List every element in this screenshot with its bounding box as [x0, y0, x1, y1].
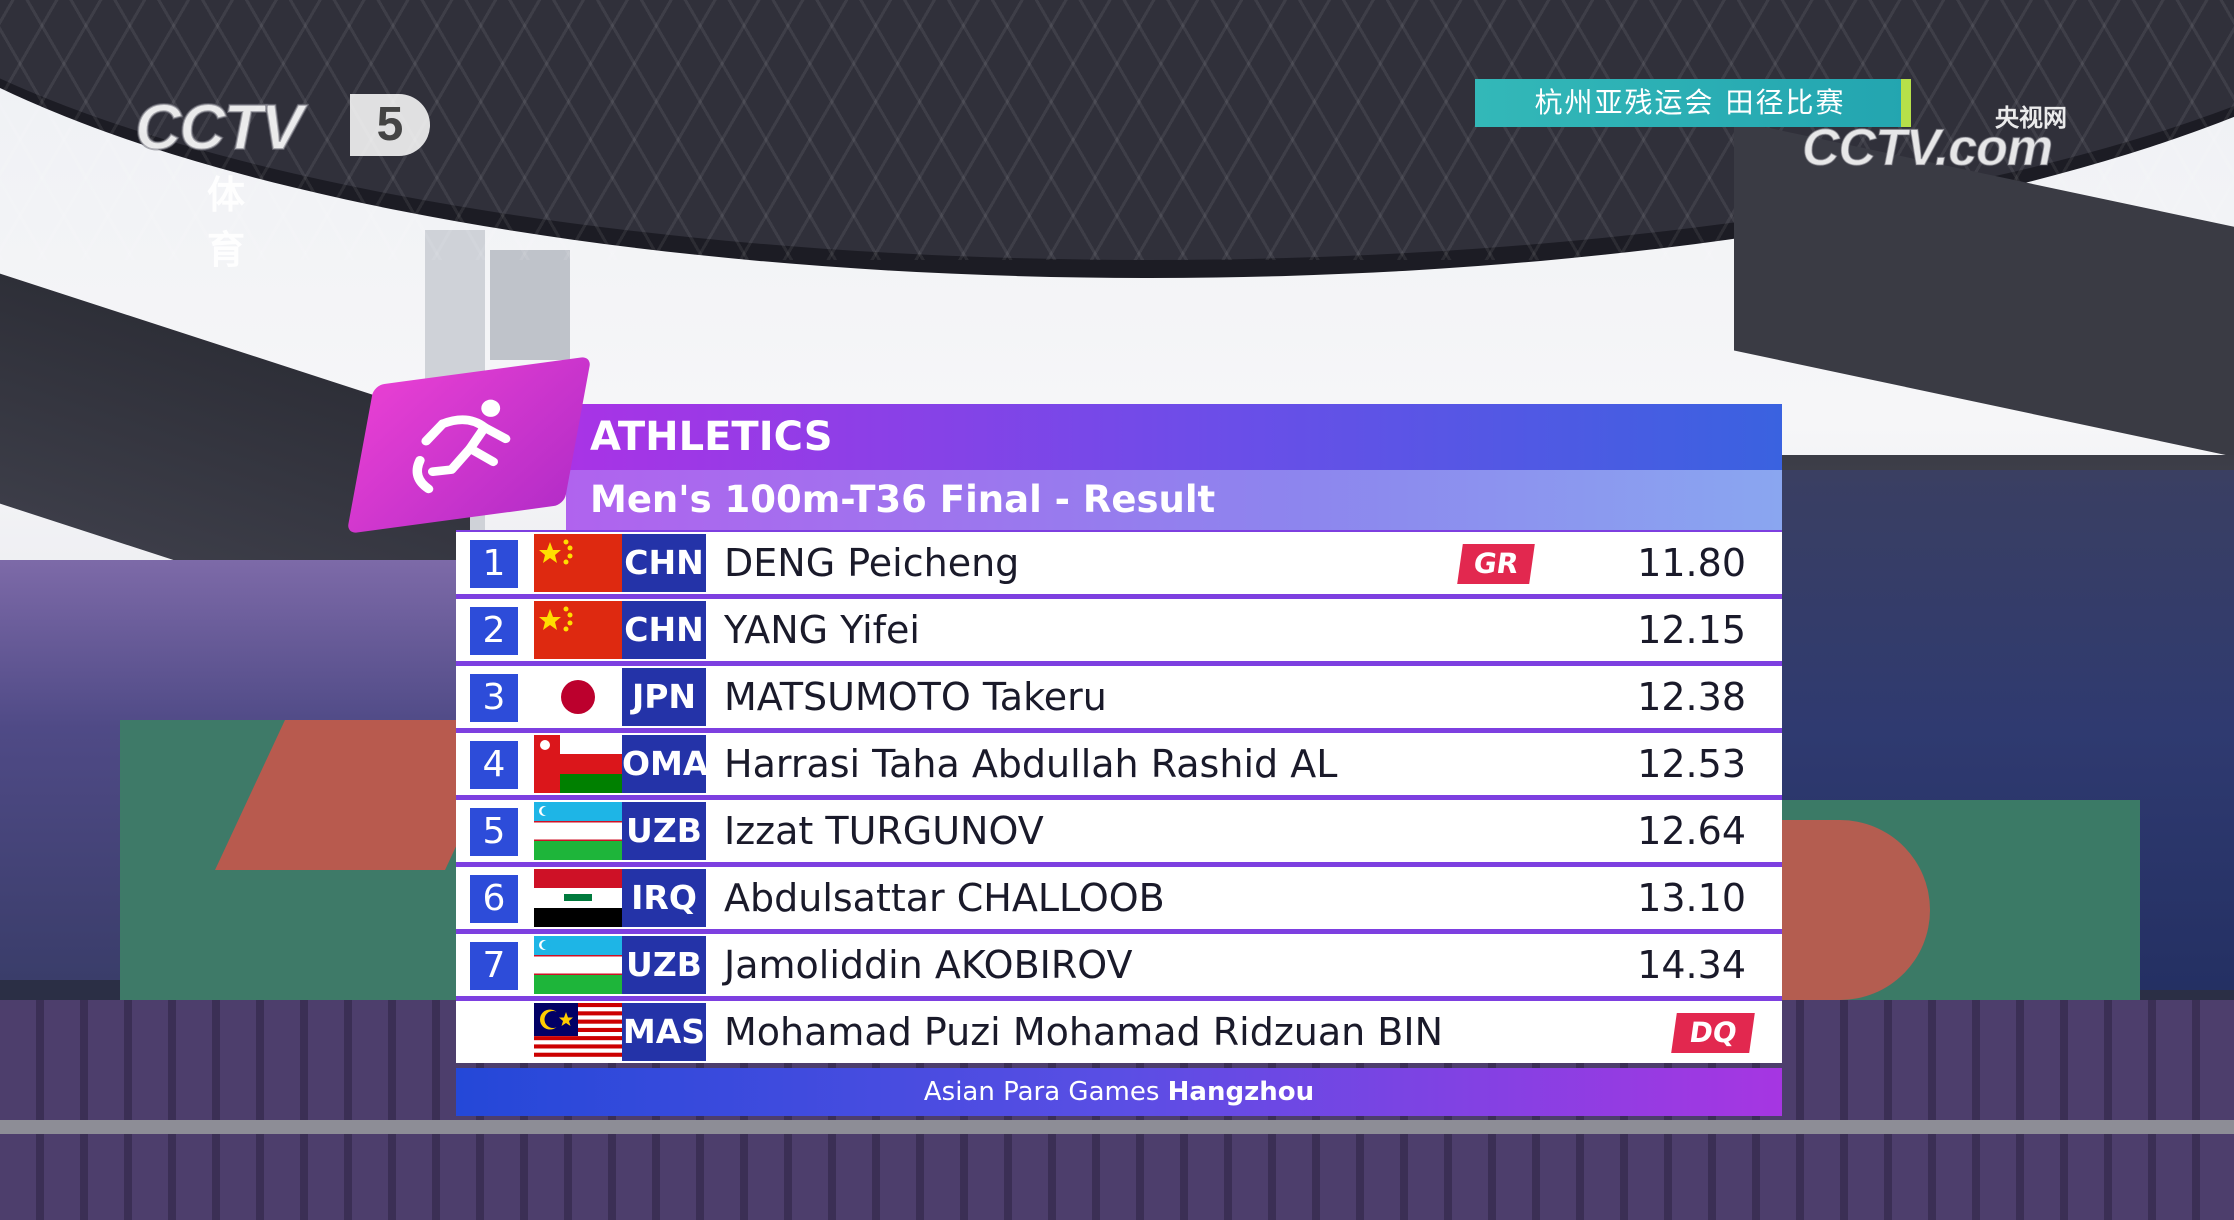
athlete-name: Mohamad Puzi Mohamad Ridzuan BIN: [724, 1010, 1443, 1054]
footer-city: Hangzhou: [1167, 1077, 1315, 1107]
event-banner: 杭州亚残运会 田径比赛: [1475, 79, 1911, 127]
result-row: MAS Mohamad Puzi Mohamad Ridzuan BIN DQ: [456, 1001, 1782, 1063]
cctv5-logo: CCTV 5 体育: [134, 90, 430, 272]
country-code: UZB: [622, 802, 706, 860]
rank: 5: [470, 808, 518, 856]
rank: 2: [470, 607, 518, 655]
iraq-flag-icon: [534, 869, 622, 927]
footer-games: Asian Para Games: [923, 1077, 1168, 1107]
china-flag-icon: [534, 534, 622, 592]
rank: 4: [470, 741, 518, 789]
country-code: JPN: [622, 668, 706, 726]
country-code: CHN: [622, 601, 706, 659]
uzbekistan-flag-icon: [534, 936, 622, 994]
sport-title: ATHLETICS: [566, 404, 1782, 470]
result-time: 11.80: [1637, 541, 1746, 585]
athlete-name: Harrasi Taha Abdullah Rashid AL: [724, 742, 1338, 786]
oman-flag-icon: [534, 735, 622, 793]
china-flag-icon: [534, 601, 622, 659]
result-board: ATHLETICS Men's 100m-T36 Final - Result …: [346, 356, 1782, 1116]
tower-building-top: [490, 250, 570, 360]
country-code: MAS: [622, 1003, 706, 1061]
result-time: 12.38: [1637, 675, 1746, 719]
foreground-rail: [0, 1120, 2234, 1134]
result-time: 14.34: [1637, 943, 1746, 987]
athlete-name: MATSUMOTO Takeru: [724, 675, 1107, 719]
cctv-com-chinese: 央视网: [1995, 104, 2067, 132]
country-code: IRQ: [622, 869, 706, 927]
athlete-name: DENG Peicheng: [724, 541, 1020, 585]
athlete-name: YANG Yifei: [724, 608, 920, 652]
event-title: Men's 100m-T36 Final - Result: [566, 470, 1782, 530]
result-time: 13.10: [1637, 876, 1746, 920]
athletics-logo: [346, 356, 592, 534]
cctv-wordmark: CCTV: [134, 90, 304, 164]
athlete-name: Abdulsattar CHALLOOB: [724, 876, 1165, 920]
athlete-name: Jamoliddin AKOBIROV: [724, 943, 1133, 987]
result-row: 4 OMA Harrasi Taha Abdullah Rashid AL 12…: [456, 733, 1782, 795]
malaysia-flag-icon: [534, 1003, 622, 1061]
result-time: 12.15: [1637, 608, 1746, 652]
uzbekistan-flag-icon: [534, 802, 622, 860]
rank: 3: [470, 674, 518, 722]
cctv-com-logo: 央视网 CCTV.com: [1800, 96, 2100, 186]
result-row: 6 IRQ Abdulsattar CHALLOOB 13.10: [456, 867, 1782, 929]
cctv-com-wordmark: CCTV.com: [1801, 118, 2054, 178]
result-row: 5 UZB Izzat TURGUNOV 12.64: [456, 800, 1782, 862]
channel-subtitle: 体育: [207, 173, 292, 272]
record-badge: GR: [1457, 544, 1535, 584]
board-footer: Asian Para Games Hangzhou: [456, 1068, 1782, 1116]
rank: 1: [470, 540, 518, 588]
result-row: 2 CHN YANG Yifei 12.15: [456, 599, 1782, 661]
rank: 7: [470, 942, 518, 990]
country-code: CHN: [622, 534, 706, 592]
result-time: 12.53: [1637, 742, 1746, 786]
results-list: 1 CHN DENG Peicheng GR 11.80 2 CHN YANG …: [456, 530, 1782, 1063]
result-row: 1 CHN DENG Peicheng GR 11.80: [456, 532, 1782, 594]
disqualified-badge: DQ: [1671, 1013, 1755, 1053]
result-row: 3 JPN MATSUMOTO Takeru 12.38: [456, 666, 1782, 728]
right-track: [1780, 820, 1930, 1000]
athlete-name: Izzat TURGUNOV: [724, 809, 1044, 853]
running-athlete-icon: [412, 399, 511, 494]
channel-number: 5: [350, 94, 430, 156]
country-code: UZB: [622, 936, 706, 994]
result-row: 7 UZB Jamoliddin AKOBIROV 14.34: [456, 934, 1782, 996]
result-time: 12.64: [1637, 809, 1746, 853]
country-code: OMA: [622, 735, 708, 793]
rank: 6: [470, 875, 518, 923]
japan-flag-icon: [534, 668, 622, 726]
